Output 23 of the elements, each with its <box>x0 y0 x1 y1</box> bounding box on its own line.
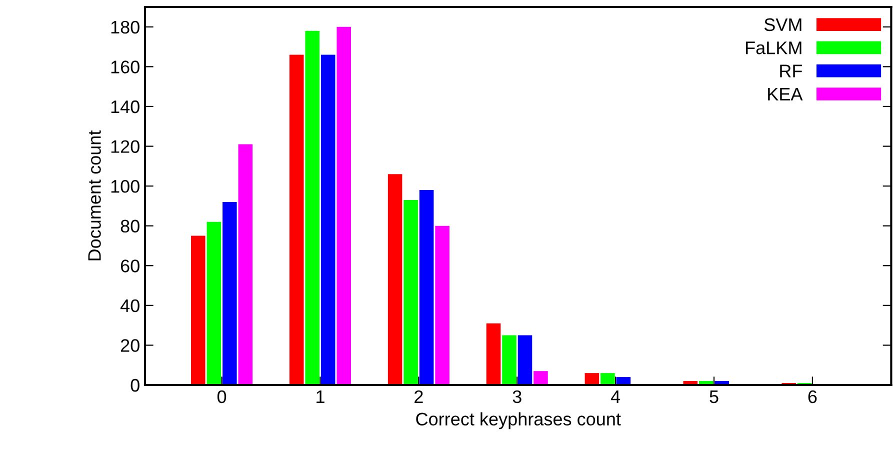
legend-label: FaLKM <box>746 42 802 54</box>
y-tick-label: 0 <box>130 378 140 392</box>
y-tick-label: 140 <box>111 100 140 114</box>
x-tick-label: 1 <box>316 390 324 403</box>
y-tick-label: 20 <box>120 339 140 352</box>
y-tick-label: 80 <box>120 220 140 233</box>
y-tick-label: 100 <box>111 180 140 193</box>
x-tick-label: 4 <box>610 390 620 403</box>
y-axis-title: Document count <box>88 130 101 260</box>
x-tick-label: 6 <box>808 390 817 404</box>
y-tick-label: 60 <box>120 260 140 272</box>
y-tick-label: 180 <box>111 20 140 34</box>
x-tick-label: 3 <box>512 390 522 404</box>
y-tick-label: 120 <box>111 140 140 153</box>
legend-label: RF <box>780 64 802 78</box>
x-tick-label: 0 <box>217 390 226 404</box>
legend-label: KEA <box>768 88 803 100</box>
x-axis-title: Correct keyphrases count <box>416 412 621 430</box>
x-tick-label: 2 <box>414 390 423 403</box>
y-tick-label: 160 <box>111 60 140 74</box>
y-tick-label: 40 <box>120 299 140 312</box>
x-tick-label: 5 <box>710 390 718 404</box>
legend-label: SVM <box>764 18 802 32</box>
